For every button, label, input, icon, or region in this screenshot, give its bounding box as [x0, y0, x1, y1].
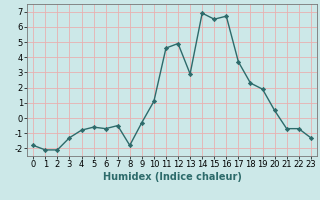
- X-axis label: Humidex (Indice chaleur): Humidex (Indice chaleur): [103, 172, 241, 182]
